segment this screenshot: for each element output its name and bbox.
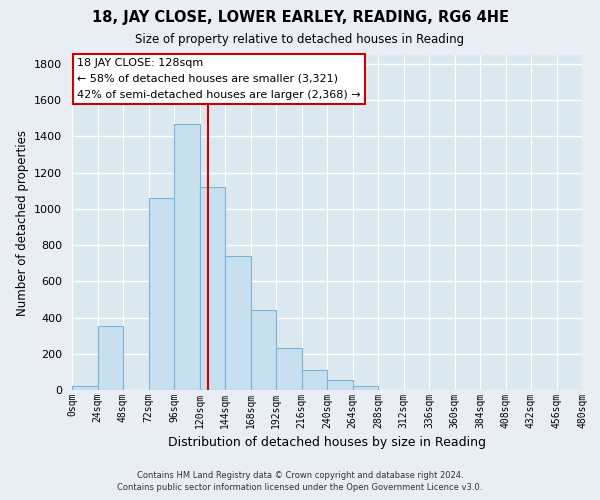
- Bar: [353, 386, 378, 390]
- Text: Contains HM Land Registry data © Crown copyright and database right 2024.
Contai: Contains HM Land Registry data © Crown c…: [118, 471, 482, 492]
- Bar: [302, 370, 327, 390]
- Bar: [97, 326, 123, 390]
- Bar: [327, 380, 353, 390]
- Bar: [199, 187, 225, 390]
- Bar: [276, 348, 302, 390]
- Text: 18, JAY CLOSE, LOWER EARLEY, READING, RG6 4HE: 18, JAY CLOSE, LOWER EARLEY, READING, RG…: [91, 10, 509, 25]
- Bar: [149, 198, 174, 390]
- X-axis label: Distribution of detached houses by size in Reading: Distribution of detached houses by size …: [168, 436, 486, 450]
- Text: Size of property relative to detached houses in Reading: Size of property relative to detached ho…: [136, 32, 464, 46]
- Text: 18 JAY CLOSE: 128sqm
← 58% of detached houses are smaller (3,321)
42% of semi-de: 18 JAY CLOSE: 128sqm ← 58% of detached h…: [77, 58, 361, 100]
- Bar: [174, 124, 199, 390]
- Y-axis label: Number of detached properties: Number of detached properties: [16, 130, 29, 316]
- Bar: [72, 386, 97, 390]
- Bar: [225, 256, 251, 390]
- Bar: [251, 310, 276, 390]
